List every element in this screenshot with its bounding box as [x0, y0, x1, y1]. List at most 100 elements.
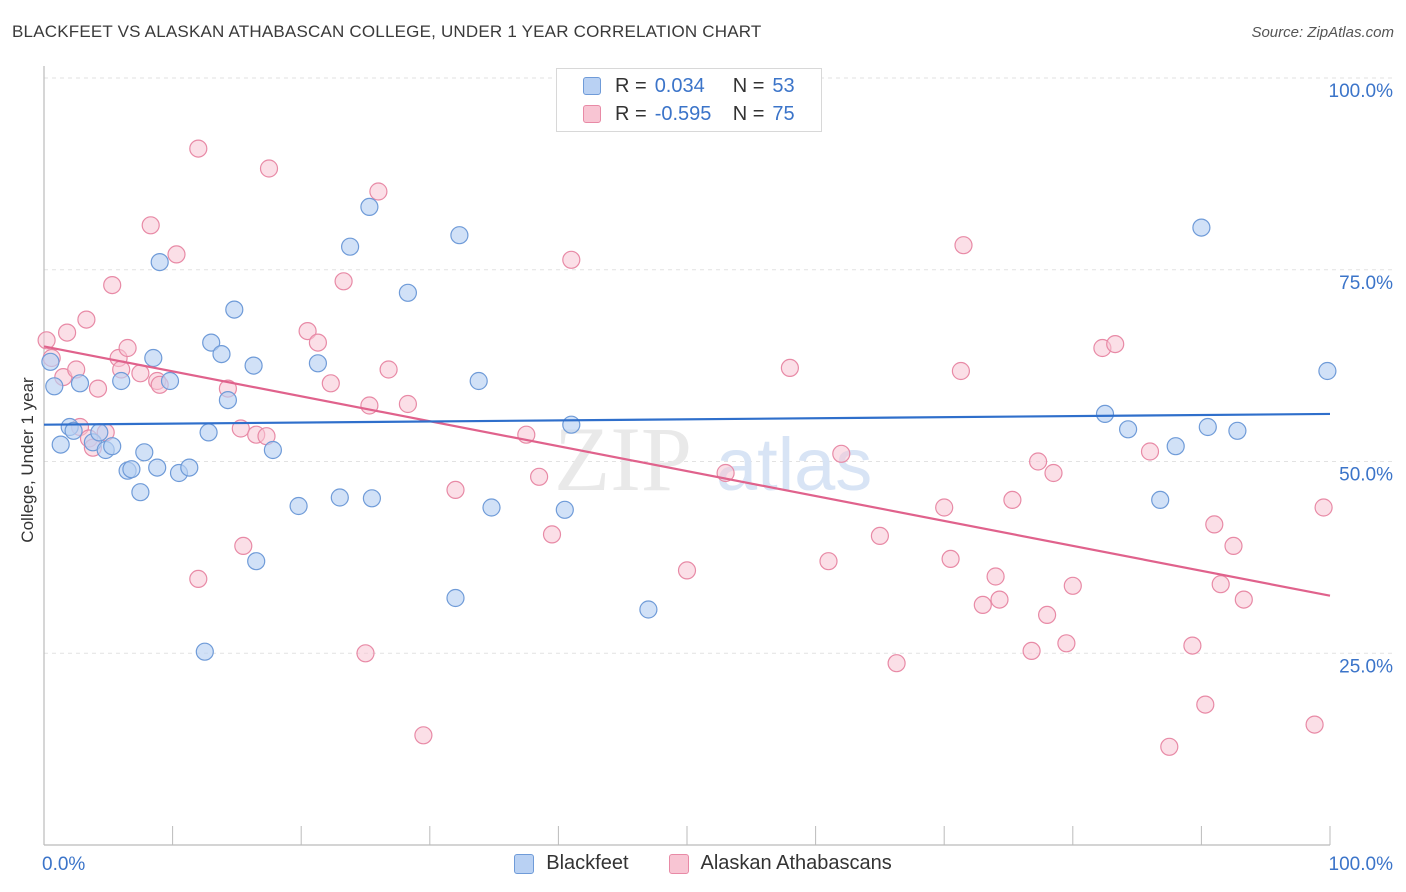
data-point	[369, 182, 388, 201]
data-point	[112, 371, 131, 391]
data-point	[41, 352, 60, 371]
data-point	[639, 600, 658, 619]
data-point	[51, 435, 70, 454]
bottom-legend-swatch-alaskan	[668, 853, 689, 874]
data-point	[70, 374, 90, 393]
data-point	[212, 345, 231, 364]
trend-line-alaskan	[43, 345, 1331, 597]
series-alaskan-athabascans	[37, 139, 1333, 756]
data-point	[122, 460, 141, 479]
bottom-legend-alaskan: Alaskan Athabascans	[668, 852, 892, 875]
data-point	[199, 423, 218, 442]
legend-n-label: N =	[732, 102, 765, 125]
data-point	[450, 226, 469, 245]
data-point	[308, 333, 327, 352]
gridlines	[44, 77, 1392, 654]
data-point	[1044, 463, 1063, 483]
data-point	[334, 272, 353, 291]
y-tick-label: 25.0%	[1339, 656, 1393, 677]
data-point	[482, 498, 501, 517]
data-point	[160, 371, 180, 391]
bottom-legend-blackfeet: Blackfeet	[514, 852, 629, 875]
data-point	[973, 595, 992, 615]
chart-title: BLACKFEET VS ALASKAN ATHABASCAN COLLEGE,…	[12, 22, 762, 41]
legend-r-value-blackfeet: 0.034	[654, 74, 705, 97]
data-point	[259, 159, 279, 178]
data-point	[1160, 737, 1179, 756]
data-point	[1028, 452, 1048, 471]
data-point	[1305, 715, 1324, 734]
series-blackfeet	[41, 197, 1337, 661]
legend-n-value-blackfeet: 53	[772, 74, 795, 97]
data-point	[1057, 634, 1076, 653]
data-point	[189, 139, 208, 158]
data-point	[144, 348, 163, 368]
data-point	[1314, 498, 1333, 517]
data-point	[298, 322, 317, 341]
data-point	[341, 237, 360, 256]
data-point	[362, 489, 381, 508]
data-point	[225, 300, 244, 319]
trend-lines	[43, 345, 1331, 597]
data-point	[379, 360, 398, 379]
data-point	[1151, 490, 1170, 509]
data-point	[555, 500, 574, 519]
data-point	[990, 590, 1009, 609]
data-point	[941, 549, 960, 569]
data-point	[1224, 536, 1243, 556]
y-tick-label: 50.0%	[1339, 465, 1393, 486]
data-point	[118, 338, 137, 358]
axis-labels: 25.0% 50.0% 75.0% 100.0% 0.0% 100.0% College, …	[18, 81, 1393, 875]
legend-r-value-alaskan: -0.595	[654, 102, 712, 125]
data-point	[45, 377, 64, 396]
bottom-legend-label-blackfeet: Blackfeet	[546, 852, 629, 874]
x-tick-label-min: 0.0%	[42, 854, 85, 875]
data-point	[677, 561, 697, 580]
data-point	[887, 654, 906, 673]
data-point	[308, 354, 327, 373]
data-point	[446, 480, 465, 499]
bottom-legend: Blackfeet Alaskan Athabascans	[0, 852, 1406, 875]
legend-r-label: R =	[615, 102, 647, 125]
data-point	[330, 488, 349, 507]
data-point	[951, 361, 971, 381]
legend-box: R = 0.034 N = 53 R = -0.595 N = 75	[556, 68, 822, 132]
data-point	[202, 333, 221, 352]
data-point	[218, 391, 237, 410]
data-point	[150, 253, 169, 272]
y-axis-title: College, Under 1 year	[18, 377, 37, 543]
data-point	[469, 371, 488, 391]
data-point	[321, 374, 340, 393]
data-point	[263, 440, 282, 460]
data-point	[1095, 404, 1115, 423]
data-point	[289, 496, 308, 516]
data-point	[780, 358, 800, 377]
data-point	[562, 250, 581, 269]
data-point	[870, 526, 890, 546]
data-point	[244, 356, 263, 375]
data-point	[167, 245, 186, 264]
data-point	[189, 569, 208, 589]
data-point	[1118, 420, 1138, 439]
data-point	[234, 536, 253, 556]
legend-row-alaskan: R = -0.595 N = 75	[583, 102, 795, 126]
data-point	[180, 458, 199, 477]
data-point	[356, 644, 375, 663]
data-point	[231, 419, 250, 438]
data-point	[398, 283, 417, 302]
data-point	[131, 483, 150, 502]
data-point	[135, 443, 154, 462]
data-point	[1063, 576, 1082, 595]
data-point	[562, 415, 581, 434]
data-point	[1211, 575, 1230, 594]
bottom-legend-label-alaskan: Alaskan Athabascans	[700, 852, 892, 874]
data-point	[57, 323, 77, 342]
data-point	[1196, 695, 1215, 714]
data-point	[1192, 218, 1211, 237]
data-point	[37, 331, 56, 350]
data-point	[141, 216, 160, 235]
data-point	[414, 726, 433, 745]
legend-n-label: N =	[732, 74, 765, 97]
data-point	[542, 525, 562, 544]
data-point	[103, 276, 122, 295]
